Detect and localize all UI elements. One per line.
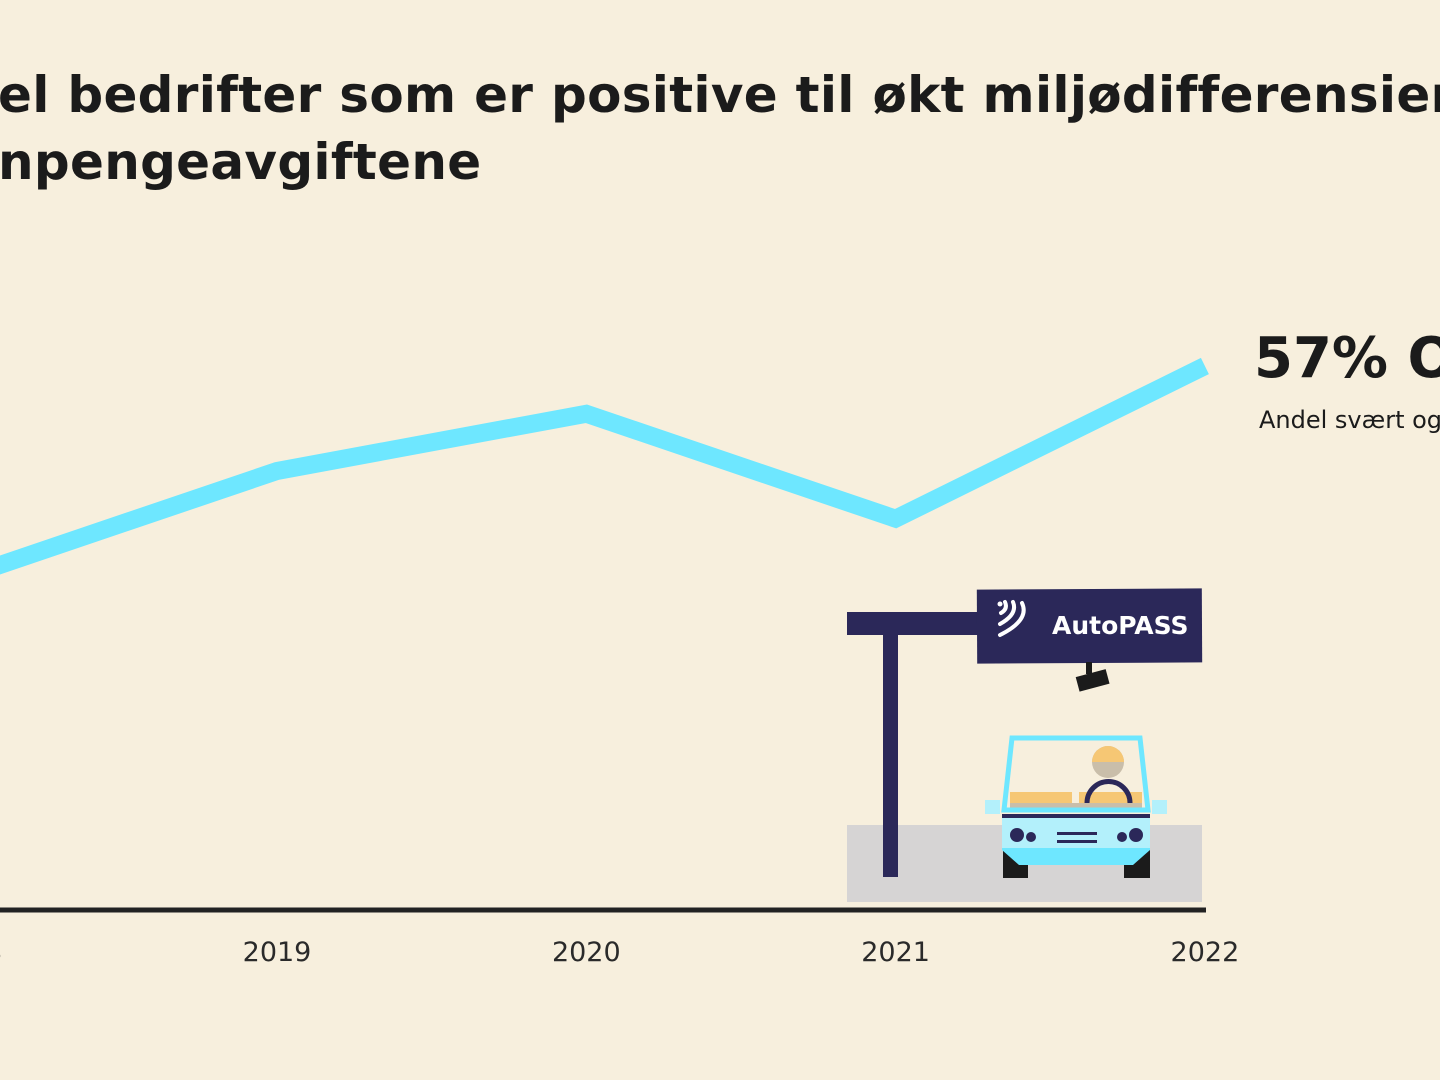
- wireless-signal-icon: [997, 600, 1026, 637]
- latest-value-label: 57% O: [1254, 326, 1440, 391]
- x-tick-label: 2020: [552, 937, 621, 968]
- car-with-driver: [985, 735, 1167, 878]
- gantry-arm: [847, 612, 982, 635]
- autopass-sign: AutoPASS: [976, 588, 1203, 664]
- x-axis-ticks: 2018 2019 2020 2021 2022: [0, 937, 1239, 968]
- chart-title: el bedrifter som er positive til økt mil…: [0, 62, 1440, 196]
- x-tick-label: 2021: [861, 937, 930, 968]
- sign-text: AutoPASS: [1052, 611, 1189, 640]
- gantry-pole: [883, 632, 898, 877]
- latest-value-subtitle: Andel svært og: [1259, 406, 1440, 434]
- camera-icon: [1075, 662, 1110, 692]
- series-points: [276, 365, 1205, 519]
- series-line: [0, 357, 1209, 575]
- x-tick-label: 2022: [1171, 937, 1240, 968]
- x-tick-label: 2018: [0, 937, 2, 968]
- chart-title-line-2: npengeavgiftene: [0, 133, 482, 191]
- toll-illustration: AutoPASS: [847, 588, 1203, 902]
- x-tick-label: 2019: [243, 937, 312, 968]
- chart-title-line-1: el bedrifter som er positive til økt mil…: [0, 66, 1440, 124]
